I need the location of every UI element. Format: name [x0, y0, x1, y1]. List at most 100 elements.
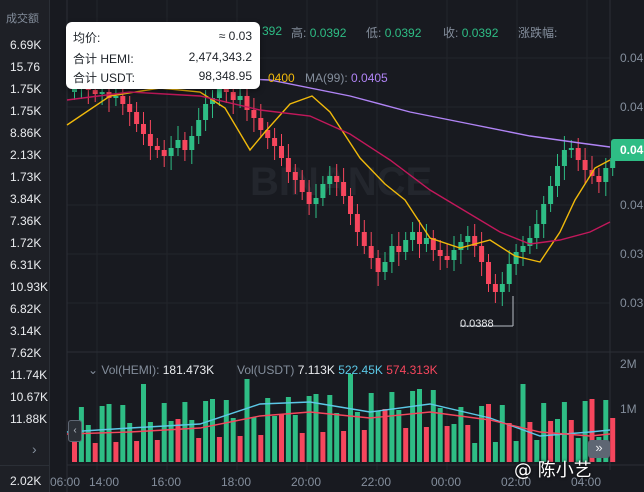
volume-row: 10.67K: [10, 390, 49, 404]
candle-body: [134, 112, 140, 124]
candle-body: [368, 246, 374, 258]
candle-body: [499, 284, 505, 292]
candle-body: [444, 256, 450, 260]
volume-bar: [513, 441, 519, 462]
volume-bar: [437, 408, 443, 462]
volume-bar: [196, 438, 202, 462]
volume-row: 3.14K: [10, 324, 42, 338]
volume-row: 7.36K: [10, 214, 42, 228]
ma99-info: MA(99): 0.0405: [305, 71, 388, 85]
candle-body: [72, 88, 77, 92]
volume-bar: [175, 419, 181, 462]
volume-bar: [120, 405, 126, 462]
time-axis-label: 00:00: [431, 475, 461, 489]
total-hemi-label: 合计 HEMI:: [73, 52, 134, 66]
time-axis-label: 18:00: [221, 475, 251, 489]
price-axis-label: 0.04: [620, 198, 644, 212]
volume-bar: [486, 404, 491, 462]
volume-row: 7.62K: [10, 346, 42, 360]
user-watermark: @ 陈小艺: [514, 460, 592, 481]
volume-bar: [341, 431, 347, 462]
vol-ma-a-line: [66, 401, 611, 437]
candle-body: [272, 138, 278, 146]
avg-price-label: 均价:: [73, 31, 101, 45]
low-price-marker: 0.0388: [460, 318, 494, 330]
avg-price-value: ≈ 0.03: [218, 29, 252, 43]
candle-body: [334, 176, 340, 182]
volume-bar: [223, 400, 229, 462]
volume-bar: [127, 423, 133, 462]
volume-bar: [265, 398, 271, 462]
volume-bar: [561, 402, 567, 462]
vol-ma-b-line: [66, 411, 611, 437]
candle-body: [237, 96, 243, 100]
candle-body: [244, 96, 250, 110]
candle-body: [548, 186, 554, 204]
volume-bar: [272, 416, 278, 462]
candle-body: [458, 242, 464, 250]
price-axis-label: 0.04: [620, 51, 644, 65]
candle-body: [175, 140, 181, 148]
change-info: 涨跌幅:: [518, 26, 558, 40]
candle-body: [230, 92, 236, 100]
candle-body: [182, 140, 188, 150]
candle-body: [389, 246, 395, 262]
candle-body: [575, 148, 581, 160]
candle-body: [258, 118, 264, 130]
candle-body: [382, 262, 388, 272]
price-axis-label: 0.03: [620, 247, 644, 261]
candle-body: [354, 214, 360, 232]
volume-bar: [506, 423, 512, 462]
chevron-right-icon[interactable]: ›: [32, 441, 37, 457]
volume-bar: [534, 440, 540, 462]
volume-bar: [99, 406, 105, 462]
collapse-panel-button[interactable]: ‹: [68, 420, 82, 442]
candle-body: [265, 130, 271, 138]
volume-row: 1.73K: [10, 170, 42, 184]
candle-body: [113, 96, 119, 98]
volume-row: 11.88K: [10, 412, 48, 426]
volume-bar: [216, 437, 222, 462]
candle-body: [423, 238, 429, 244]
volume-bar: [189, 420, 195, 462]
candle-body: [127, 104, 133, 112]
time-axis-label: 22:00: [361, 475, 391, 489]
candle-body: [341, 182, 347, 196]
candle-body: [534, 224, 540, 238]
candle-body: [520, 246, 526, 252]
volume-bar: [492, 442, 498, 462]
volume-bar: [458, 407, 464, 462]
volume-row: 6.31K: [10, 258, 42, 272]
candle-body: [451, 250, 457, 260]
volume-bar: [555, 419, 560, 462]
time-axis-label: 14:00: [89, 475, 119, 489]
volume-bar: [113, 442, 119, 462]
volume-bar: [154, 440, 160, 462]
candlestick-chart[interactable]: BINANCE0.040.040.040.040.030.032M1M14:00…: [50, 0, 644, 492]
volume-bar: [354, 412, 360, 462]
high-info: 高: 0.0392: [291, 26, 347, 40]
volume-bar: [244, 379, 250, 462]
candle-body: [168, 148, 174, 156]
time-axis-label: 16:00: [151, 475, 181, 489]
candle-body: [403, 240, 409, 252]
price-axis-label: 0.03: [620, 296, 644, 310]
time-axis-label: 02:00: [501, 475, 531, 489]
ma7-line: [66, 87, 611, 263]
volume-bar: [141, 384, 146, 462]
volume-bar: [85, 425, 91, 462]
candle-body: [189, 136, 195, 150]
volume-bar: [465, 425, 471, 462]
volume-bar: [348, 374, 353, 462]
candle-body: [437, 250, 443, 256]
low-info: 低: 0.0392: [366, 26, 422, 40]
candle-body: [306, 192, 312, 204]
candle-body: [527, 238, 533, 246]
volume-bar: [251, 417, 257, 462]
volume-bar: [292, 415, 298, 462]
expand-chevrons-button[interactable]: »: [588, 440, 610, 458]
vol-usdt-info: Vol(USDT) 7.113K 522.45K 574.313K: [237, 363, 438, 377]
volume-bar: [92, 443, 98, 462]
total-usdt-value: 98,348.95: [198, 69, 252, 83]
volume-bar: [285, 397, 291, 462]
